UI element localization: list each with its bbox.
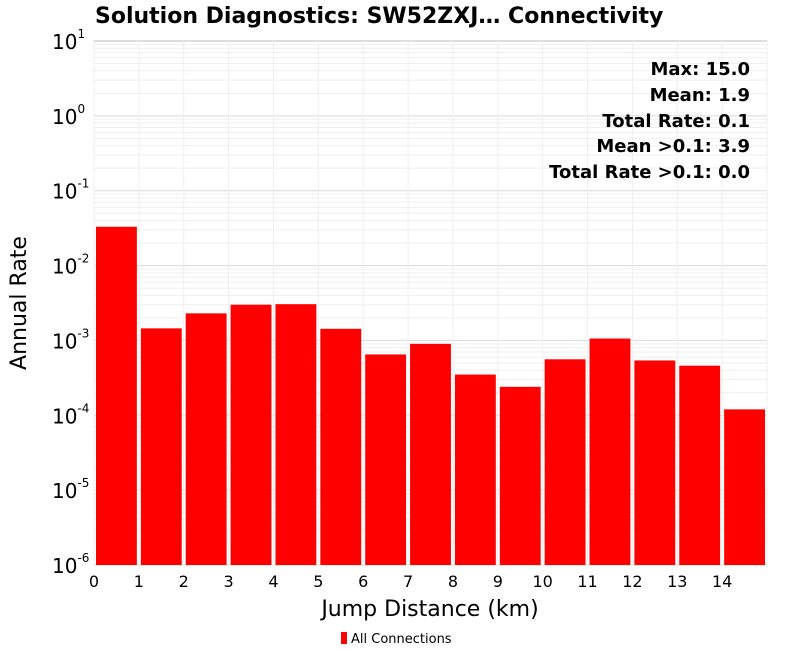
x-axis-label: Jump Distance (km) <box>319 597 538 622</box>
x-tick-label: 13 <box>667 572 687 591</box>
x-tick-label: 11 <box>577 572 597 591</box>
legend-label: All Connections <box>351 632 452 647</box>
bar <box>410 343 451 565</box>
bar <box>185 313 227 565</box>
bar <box>724 409 765 565</box>
bar <box>589 338 631 565</box>
y-axis-label: Annual Rate <box>7 236 32 370</box>
x-tick-label: 5 <box>313 572 323 591</box>
x-tick-label: 4 <box>268 572 278 591</box>
bar <box>454 374 496 565</box>
bar <box>634 360 676 565</box>
bar <box>140 328 182 565</box>
y-tick-label: 10-6 <box>52 551 89 578</box>
bar <box>679 365 721 565</box>
bar <box>499 386 541 565</box>
legend: All Connections <box>341 632 452 647</box>
x-tick-label: 9 <box>493 572 503 591</box>
x-tick-label: 6 <box>358 572 368 591</box>
chart-title: Solution Diagnostics: SW52ZXJ… Connectiv… <box>95 4 663 29</box>
x-tick-label: 2 <box>179 572 189 591</box>
y-tick-label: 10-5 <box>52 476 89 503</box>
x-tick-label: 7 <box>403 572 413 591</box>
x-tick-label: 14 <box>712 572 732 591</box>
x-axis-ticks: 0 1 2 3 4 5 6 7 8 9 10 11 12 13 14 <box>89 572 732 591</box>
bar <box>320 328 362 565</box>
x-tick-label: 10 <box>532 572 552 591</box>
stats-annotations: Max: 15.0 Mean: 1.9 Total Rate: 0.1 Mean… <box>549 59 750 183</box>
y-axis-ticks: 10-6 10-5 10-4 10-3 10-2 10-1 100 101 <box>52 27 89 578</box>
bar <box>230 304 272 565</box>
bars <box>96 226 765 565</box>
legend-swatch <box>341 632 347 644</box>
y-tick-label: 10-4 <box>52 401 89 428</box>
y-tick-label: 10-3 <box>52 326 89 353</box>
y-tick-label: 10-2 <box>52 252 89 279</box>
x-tick-label: 3 <box>224 572 234 591</box>
bar <box>96 226 137 565</box>
y-tick-label: 100 <box>52 102 85 129</box>
stat-max: Max: 15.0 <box>650 59 750 80</box>
bar <box>365 354 407 565</box>
y-tick-label: 101 <box>52 27 85 54</box>
x-tick-label: 0 <box>89 572 99 591</box>
x-tick-label: 12 <box>622 572 642 591</box>
stat-mean-above: Mean >0.1: 3.9 <box>596 136 750 157</box>
stat-total-rate: Total Rate: 0.1 <box>602 111 750 132</box>
y-tick-label: 10-1 <box>52 177 89 204</box>
stat-mean: Mean: 1.9 <box>650 85 750 106</box>
x-tick-label: 8 <box>448 572 458 591</box>
bar <box>275 304 317 565</box>
x-tick-label: 1 <box>134 572 144 591</box>
bar <box>544 359 586 565</box>
stat-total-rate-above: Total Rate >0.1: 0.0 <box>549 162 750 183</box>
